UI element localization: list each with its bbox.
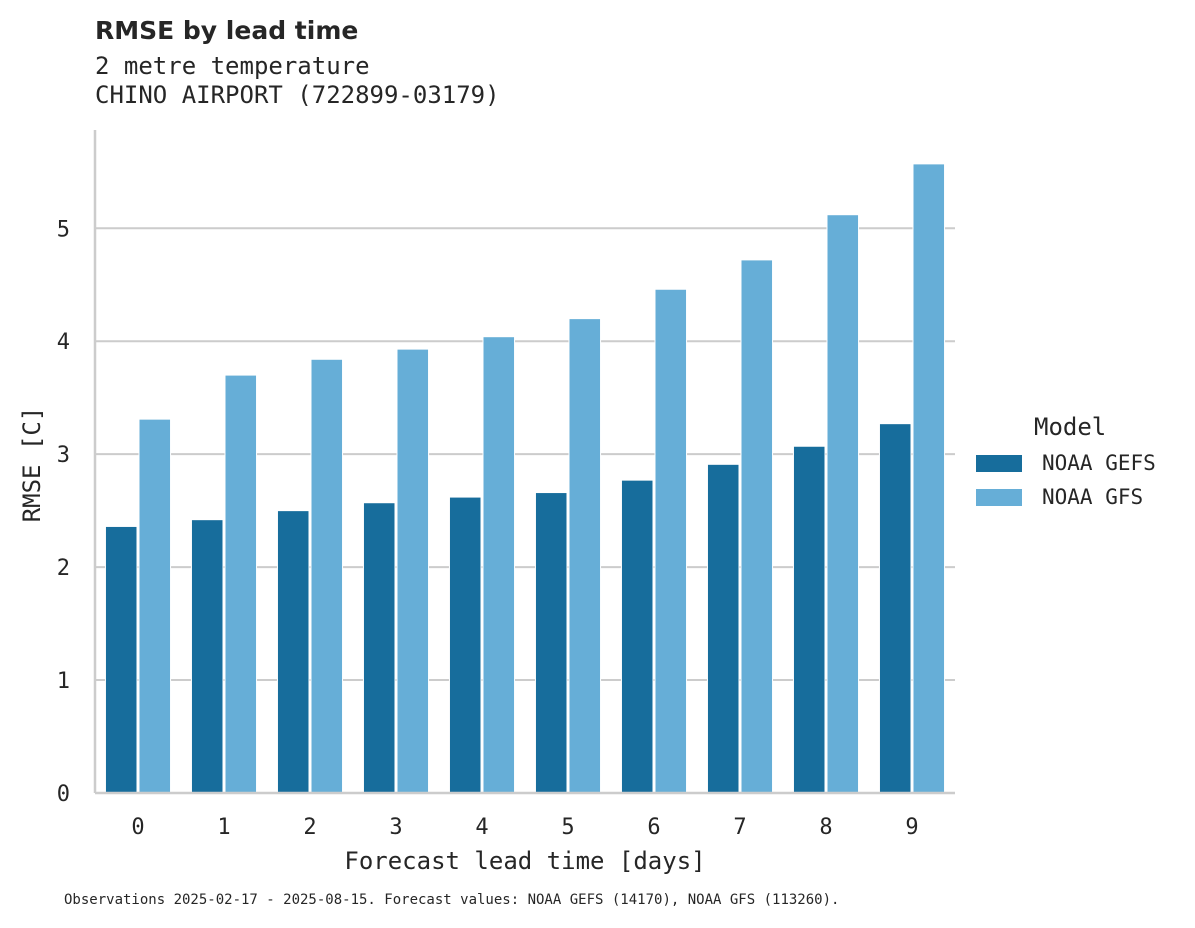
bar-noaa-gefs-0 [104,525,138,794]
chart-subtitle-variable: 2 metre temperature [95,52,370,80]
chart-title: RMSE by lead time [95,16,359,45]
legend-label: NOAA GEFS [1042,451,1156,475]
bar-noaa-gefs-4 [448,496,482,794]
y-tick-label: 4 [57,330,70,355]
bar-noaa-gefs-6 [620,479,654,794]
bar-noaa-gefs-3 [362,502,396,794]
y-tick-label: 3 [57,443,70,468]
x-tick-label: 5 [561,815,574,840]
bar-noaa-gfs-6 [654,288,688,794]
tick-labels: 0 1 2 3 4 5 0 1 2 3 4 5 6 7 8 9 [57,217,919,840]
y-tick-label: 2 [57,556,70,581]
legend-swatch-noaa-gefs [976,455,1022,472]
bar-noaa-gfs-1 [224,374,258,794]
chart-footnote: Observations 2025-02-17 - 2025-08-15. Fo… [64,892,840,908]
bar-noaa-gfs-9 [912,163,946,794]
legend-label: NOAA GFS [1042,485,1143,509]
x-tick-label: 6 [647,815,660,840]
bar-noaa-gfs-7 [740,259,774,794]
grid-lines [95,227,955,682]
bar-noaa-gfs-3 [396,348,430,794]
legend-swatch-noaa-gfs [976,489,1022,506]
legend-title: Model [1034,413,1106,441]
x-axis-label: Forecast lead time [days] [344,847,705,875]
bar-noaa-gfs-2 [310,358,344,794]
bar-noaa-gefs-7 [706,463,740,794]
x-tick-label: 3 [389,815,402,840]
x-tick-label: 1 [217,815,230,840]
x-tick-label: 9 [905,815,918,840]
y-axis-label: RMSE [C] [18,407,46,523]
chart-subtitle-station: CHINO AIRPORT (722899-03179) [95,81,500,109]
x-tick-label: 8 [819,815,832,840]
bar-noaa-gefs-2 [276,510,310,794]
bar-noaa-gfs-4 [482,336,516,794]
axes [93,130,955,795]
bar-noaa-gfs-5 [568,318,602,794]
bar-noaa-gefs-1 [190,519,224,794]
x-tick-label: 0 [131,815,144,840]
bar-noaa-gefs-5 [534,492,568,794]
bar-noaa-gefs-9 [878,423,912,794]
bar-noaa-gefs-8 [792,445,826,794]
x-tick-label: 2 [303,815,316,840]
y-tick-label: 1 [57,669,70,694]
bars [104,163,946,794]
y-tick-label: 5 [57,217,70,242]
x-tick-label: 7 [733,815,746,840]
y-tick-label: 0 [57,782,70,807]
x-tick-label: 4 [475,815,488,840]
bar-noaa-gfs-8 [826,214,860,794]
legend: Model NOAA GEFS NOAA GFS [976,413,1156,509]
bar-noaa-gfs-0 [138,418,172,794]
